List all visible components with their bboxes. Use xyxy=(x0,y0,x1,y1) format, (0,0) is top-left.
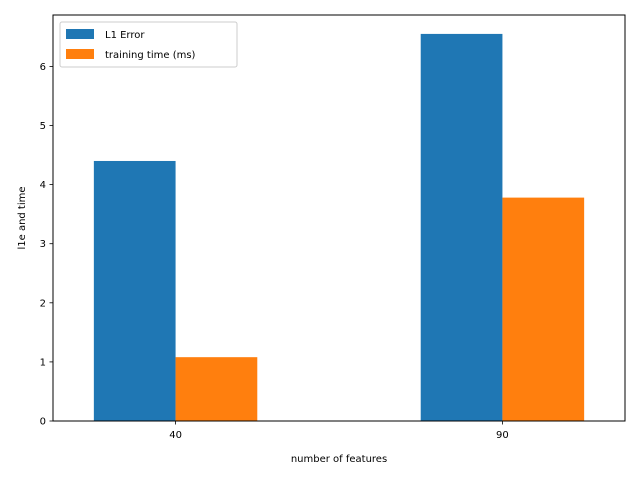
y-tick-label: 6 xyxy=(40,62,46,73)
y-axis: 0 1 2 3 4 5 6 xyxy=(40,62,53,428)
legend: L1 Error training time (ms) xyxy=(59,21,238,68)
legend-label: training time (ms) xyxy=(105,50,196,61)
bars-layer xyxy=(93,33,585,422)
y-tick-label: 2 xyxy=(40,298,46,309)
y-tick-label: 1 xyxy=(40,357,46,368)
bar-l1-error-90 xyxy=(420,33,503,422)
y-tick-label: 5 xyxy=(40,121,46,132)
legend-swatch xyxy=(66,49,94,59)
x-tick-label: 40 xyxy=(169,430,182,441)
legend-box xyxy=(59,21,238,68)
y-tick-label: 3 xyxy=(40,239,46,250)
bar-training-time-ms-90 xyxy=(502,197,585,421)
legend-label: L1 Error xyxy=(105,30,145,41)
y-tick-label: 4 xyxy=(40,180,46,191)
x-axis-label: number of features xyxy=(291,454,387,465)
x-axis: 40 90 xyxy=(169,421,509,441)
legend-swatch xyxy=(66,29,94,39)
x-tick-label: 90 xyxy=(496,430,509,441)
plot-frame xyxy=(52,14,626,422)
y-tick-label: 0 xyxy=(40,417,46,428)
y-axis-label: l1e and time xyxy=(17,186,28,249)
bar-l1-error-40 xyxy=(93,160,176,421)
bar-training-time-ms-40 xyxy=(175,357,258,421)
